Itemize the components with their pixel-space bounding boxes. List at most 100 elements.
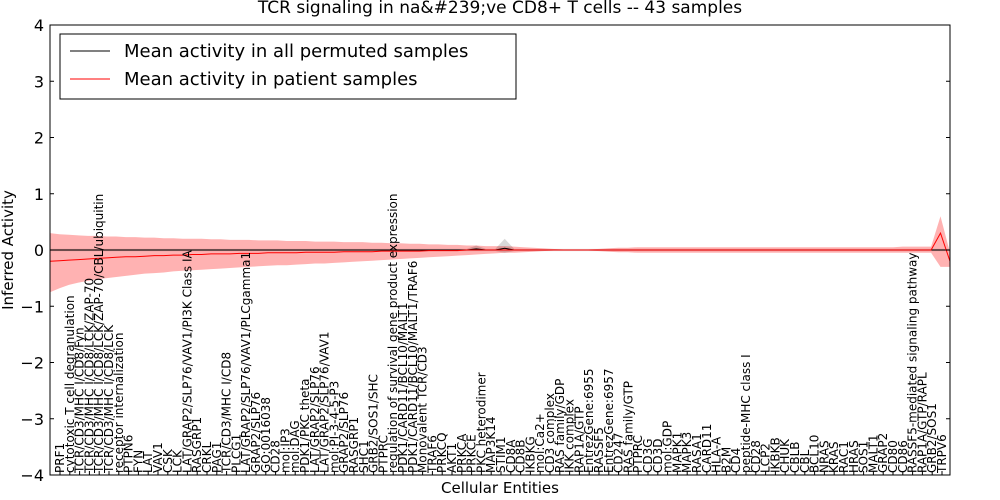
x-tick-label: GO:0016038 — [259, 397, 273, 473]
x-tick-label: B2M — [719, 447, 733, 473]
x-tick-label: TCR/CD3/MHC I/CD8/LCK/ZAP-70/CBL/ubiquit… — [92, 194, 106, 474]
x-tick-label: GRAP2/SLP76 — [249, 392, 263, 473]
y-tick-label: 1 — [34, 185, 44, 204]
x-tick-label: SOS1 — [857, 441, 871, 473]
x-tick-label: MALT1 — [866, 434, 880, 473]
legend-label-permuted: Mean activity in all permuted samples — [124, 41, 468, 62]
x-tick-label: SHC1 — [357, 440, 371, 473]
x-tick-label: PRKCA — [455, 433, 469, 473]
x-tick-label: PAG1 — [210, 442, 224, 473]
x-tick-label: MAP3K14 — [484, 416, 498, 473]
x-tick-label: RAS family/GDP — [553, 379, 567, 473]
x-tick-label: mol:DAG — [288, 420, 302, 473]
x-tick-label: RASA1 — [690, 433, 704, 473]
x-tick-label: IKBKB — [768, 437, 782, 473]
x-tick-label: GRB2/SOS1/SHC — [367, 374, 381, 473]
x-tick-label: LAT/GRAP2/SLP76/VAV1/PLCgamma1 — [239, 252, 253, 473]
x-tick-label: mol:GDP — [661, 421, 675, 473]
x-tick-label: CD3 complex — [543, 393, 557, 473]
x-tick-label: PDK1/PKC theta — [298, 379, 312, 473]
x-tick-label: STIM1 — [494, 437, 508, 473]
y-tick-label: 3 — [34, 72, 44, 91]
x-tick-label: MAPK3 — [680, 432, 694, 473]
x-tick-label: TRAF6 — [425, 435, 439, 474]
x-tick-label: GRB2/SOS1 — [925, 403, 939, 473]
x-tick-label: CD28 — [269, 440, 283, 473]
legend-box — [59, 33, 517, 100]
y-axis-label: Inferred Activity — [0, 190, 17, 310]
x-tick-label: LAT/GRAP2/SLP76/VAV1/PI3K Class IA — [180, 249, 194, 473]
x-tick-label: CD8A — [504, 439, 518, 473]
x-tick-label: CD3G — [641, 438, 655, 473]
legend: Mean activity in all permuted samples Me… — [59, 33, 517, 100]
x-tick-label: BCL10 — [808, 435, 822, 473]
x-tick-label: KRAS — [827, 441, 841, 473]
x-tick-label: PTPN6 — [122, 435, 136, 473]
y-tick-label: 4 — [34, 16, 44, 35]
plot-frame — [49, 24, 951, 476]
x-tick-label: LAT — [141, 451, 155, 473]
x-tick-label: CD247 — [612, 432, 626, 473]
x-tick-label: PTPRC — [631, 435, 645, 473]
x-tick-label: CD28 — [749, 440, 763, 473]
x-tick-label: mol:Ca2+ — [533, 413, 547, 473]
x-tick-label: RAP1A/GTP — [572, 406, 586, 473]
x-tick-label: TCR/CD3/MHC I/CD8 — [220, 352, 234, 474]
x-tick-label: FYN — [131, 450, 145, 473]
y-tick-label: −1 — [20, 297, 44, 316]
y-axis-ticks: −4 −3 −2 −1 0 1 2 3 4 — [20, 16, 950, 485]
x-tick-label: regulation of survival gene product expr… — [386, 194, 400, 473]
series-line-patient — [49, 231, 951, 262]
x-tick-label: CSK — [161, 448, 175, 473]
x-tick-label: receptor internalization — [112, 333, 126, 473]
x-axis-label: Cellular Entities — [441, 479, 559, 497]
x-tick-label: PRKCQ — [435, 432, 449, 473]
x-tick-label: PKC heterodimer — [474, 372, 488, 473]
y-tick-label: −3 — [20, 410, 44, 429]
x-tick-label: mol:PI-3-4-5-P3 — [327, 381, 341, 473]
x-tick-label: CD86 — [896, 440, 910, 473]
x-tick-label: HRAS — [847, 440, 861, 473]
x-tick-label: LAT/GRAP2/SLP76 — [308, 366, 322, 473]
x-tick-label: CARD11 — [700, 424, 714, 473]
y-tick-label: −2 — [20, 354, 44, 373]
x-tick-label: IKK complex — [563, 399, 577, 473]
x-tick-label: TCR/CD3/MHC I/CD8/LCK/ZAP-70 — [82, 278, 96, 474]
legend-label-patient: Mean activity in patient samples — [124, 69, 418, 90]
x-tick-label: CD3D — [651, 439, 665, 474]
chart-title: TCR signaling in na&#239;ve CD8+ T cells… — [257, 0, 742, 18]
x-tick-label: RASGRP1 — [347, 417, 361, 473]
permuted-band — [50, 238, 950, 253]
x-tick-label: CD4 — [729, 448, 743, 473]
y-tick-label: 0 — [34, 241, 44, 260]
x-tick-label: TCR/CD3/MHC I/CD8/LCK — [102, 324, 116, 474]
x-tick-label: Monovalent TCR/CD3 — [416, 346, 430, 473]
x-tick-label: RAS family/GTP — [621, 381, 635, 473]
x-tick-label: CBLB — [788, 441, 802, 473]
x-tick-label: GRAP2/SLP76 — [337, 392, 351, 473]
x-tick-label: peptide-MHC class I — [739, 354, 753, 473]
x-tick-label: LAT/GRAP2/SLP76/VAV1 — [318, 332, 332, 473]
y-tick-label: −4 — [20, 466, 44, 485]
x-tick-label: TCR/CD3/MHC I/CD8/Fyn — [73, 327, 87, 474]
x-tick-label: PTPRC — [376, 435, 390, 473]
x-tick-label: RASSF5-mediated signaling pathway — [906, 253, 920, 473]
x-tick-label: VAV1 — [151, 442, 165, 473]
x-tick-label: RAC1 — [837, 441, 851, 473]
y-tick-label: 2 — [34, 129, 44, 148]
x-tick-label: PDK1/CARD11/BCL10/MALT1/TRAF6 — [406, 261, 420, 473]
x-tick-label: LCK — [171, 449, 185, 473]
x-tick-label: RASSF5 — [592, 427, 606, 473]
series-lines — [49, 231, 951, 262]
x-tick-label: EntrezGene:6955 — [582, 369, 596, 474]
x-tick-label: PLCG1 — [229, 434, 243, 473]
x-tick-label: PDK1/CARD11/BCL10/MALT1 — [396, 303, 410, 473]
x-tick-label: LCP2 — [759, 443, 773, 473]
x-tick-label: GRAP2 — [876, 433, 890, 473]
x-tick-label: CRKL — [200, 441, 214, 473]
x-tick-label: CHUK — [778, 438, 792, 473]
x-tick-label: EntrezGene:6957 — [602, 369, 616, 474]
x-tick-label: PRKCE — [465, 434, 479, 473]
x-tick-label: TRPV6 — [935, 434, 949, 474]
